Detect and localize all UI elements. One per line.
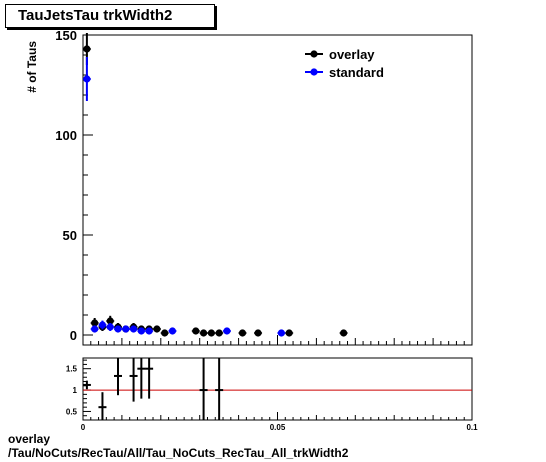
data-point	[238, 329, 247, 337]
ratio-x-tick-label: 0.05	[270, 423, 286, 432]
data-point	[129, 325, 138, 333]
main-y-tick-label: 150	[55, 28, 77, 43]
data-point	[215, 329, 223, 337]
data-point	[83, 45, 91, 53]
data-point	[91, 319, 99, 327]
main-y-axis-label: # of Taus	[25, 41, 39, 93]
legend-label-overlay: overlay	[329, 47, 375, 62]
data-point	[114, 325, 122, 333]
ratio-x-tick-label: 0.1	[466, 423, 478, 432]
data-point	[83, 75, 91, 83]
main-y-tick-label: 0	[70, 328, 77, 343]
data-point	[145, 327, 153, 335]
data-point	[223, 327, 231, 335]
data-point	[168, 327, 177, 335]
data-point	[192, 327, 200, 335]
data-point	[254, 329, 262, 337]
data-point	[153, 325, 161, 333]
legend-marker-overlay	[310, 50, 318, 58]
main-plot-frame	[82, 34, 473, 346]
data-point	[106, 317, 114, 325]
series-standard	[82, 57, 286, 337]
data-point	[98, 321, 107, 329]
footer-line-1: overlay	[8, 432, 51, 446]
data-point	[199, 329, 208, 337]
data-point	[207, 329, 215, 337]
data-point	[277, 329, 285, 337]
chart-title-box: TauJetsTau trkWidth2	[5, 4, 215, 28]
data-point	[91, 325, 99, 333]
ratio-x-tick-label: 0	[81, 423, 86, 432]
data-point	[340, 329, 348, 337]
footer-line-2: /Tau/NoCuts/RecTau/All/Tau_NoCuts_RecTau…	[8, 446, 349, 460]
ratio-y-tick-label: 1.5	[66, 365, 78, 374]
data-point	[106, 323, 114, 331]
footer: overlay /Tau/NoCuts/RecTau/All/Tau_NoCut…	[8, 432, 348, 460]
ratio-y-tick-label: 1	[73, 386, 78, 395]
main-y-tick-label: 100	[55, 128, 77, 143]
chart-title: TauJetsTau trkWidth2	[18, 7, 173, 24]
data-point	[122, 325, 130, 333]
data-point	[285, 329, 293, 337]
main-y-tick-label: 50	[63, 228, 77, 243]
ratio-y-tick-label: 0.5	[66, 407, 78, 416]
data-point	[137, 327, 145, 335]
legend-label-standard: standard	[329, 65, 384, 80]
data-point	[161, 329, 169, 337]
legend-marker-standard	[310, 68, 318, 76]
series-overlay	[82, 33, 348, 337]
